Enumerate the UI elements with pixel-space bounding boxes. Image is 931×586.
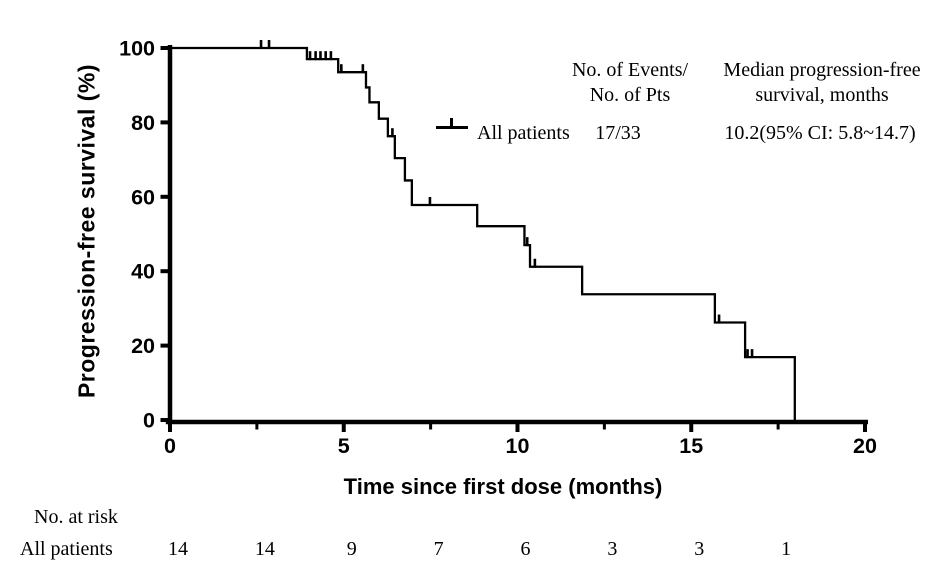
x-axis-title: Time since first dose (months) xyxy=(343,474,663,499)
y-tick-label: 40 xyxy=(131,260,155,284)
legend-series-label: All patients xyxy=(477,122,570,144)
y-tick-label: 20 xyxy=(131,334,155,358)
risk-count: 3 xyxy=(694,538,705,560)
y-axis-title: Progression-free survival (%) xyxy=(73,63,100,399)
risk-count: 3 xyxy=(607,538,618,560)
x-tick-label: 10 xyxy=(506,434,530,458)
median-header-line2: survival, months xyxy=(755,84,889,106)
median-column-header: Median progression-free survival, months xyxy=(723,58,920,108)
y-tick-label: 0 xyxy=(143,409,155,433)
risk-table-title: No. at risk xyxy=(34,506,118,528)
risk-count: 6 xyxy=(520,538,531,560)
risk-count: 7 xyxy=(433,538,444,560)
y-tick-label: 80 xyxy=(131,111,155,135)
x-tick-label: 15 xyxy=(679,434,703,458)
x-tick-label: 5 xyxy=(338,434,350,458)
events-header-line2: No. of Pts xyxy=(589,84,671,106)
legend-censor-tick-icon xyxy=(450,118,453,128)
events-column-header: No. of Events/ No. of Pts xyxy=(572,58,688,108)
risk-count: 1 xyxy=(781,538,792,560)
risk-table-row-label: All patients xyxy=(20,538,113,560)
events-header-line1: No. of Events/ xyxy=(571,59,689,81)
risk-count: 9 xyxy=(346,538,357,560)
risk-count: 14 xyxy=(254,538,275,560)
x-tick-label: 20 xyxy=(853,434,877,458)
risk-count: 14 xyxy=(168,538,188,560)
legend-median-value: 10.2(95% CI: 5.8~14.7) xyxy=(724,122,916,144)
x-tick-label: 0 xyxy=(164,434,176,458)
y-tick-label: 100 xyxy=(119,37,155,61)
median-header-line1: Median progression-free xyxy=(723,59,921,81)
legend-events-value: 17/33 xyxy=(595,122,641,144)
y-tick-label: 60 xyxy=(131,185,155,209)
km-survival-curve xyxy=(170,46,796,422)
